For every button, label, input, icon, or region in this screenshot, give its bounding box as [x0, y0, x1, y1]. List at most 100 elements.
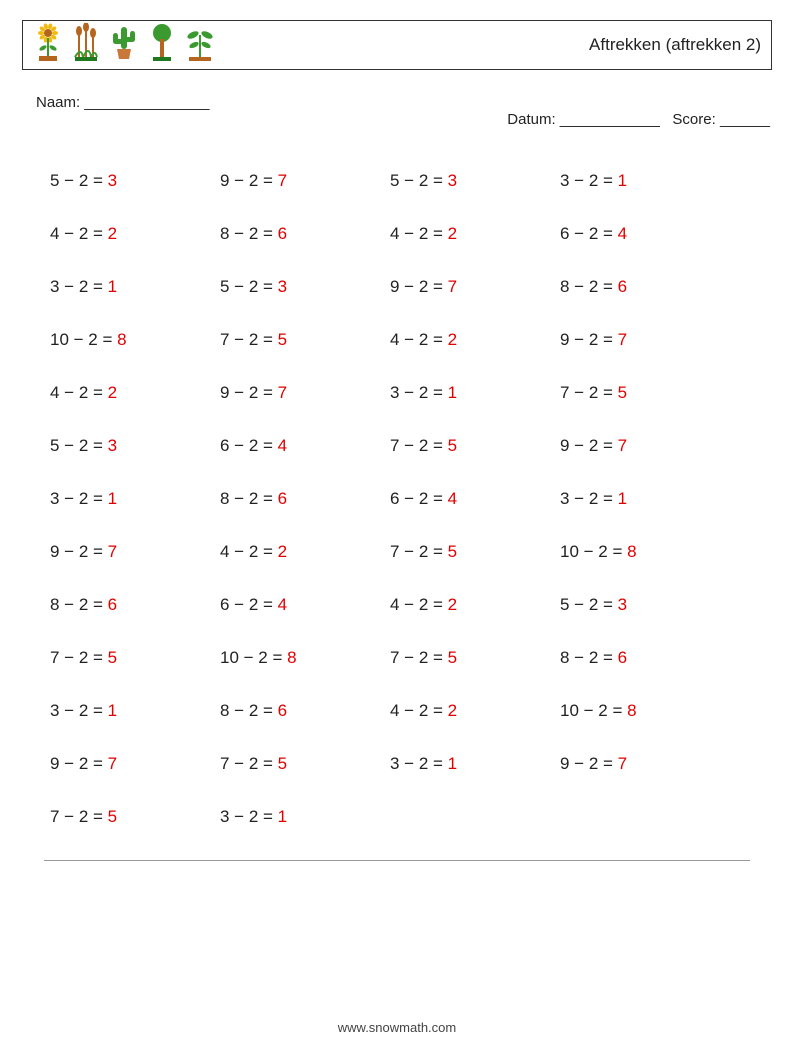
- problem-row: 5 − 2 = 39 − 2 = 75 − 2 = 33 − 2 = 1: [50, 171, 772, 191]
- problem-cell: 3 − 2 = 1: [560, 171, 730, 191]
- cactus-icon: [109, 23, 139, 67]
- problem-answer: 7: [618, 436, 627, 455]
- problem-answer: 2: [448, 330, 457, 349]
- date-field-label: Datum: ____________: [507, 111, 660, 128]
- problem-answer: 5: [108, 648, 117, 667]
- problem-answer: 5: [278, 754, 287, 773]
- problem-cell: 3 − 2 = 1: [50, 489, 220, 509]
- problem-expression: 3 − 2 =: [50, 701, 108, 720]
- plant-icon-row: [33, 23, 215, 67]
- problem-expression: 9 − 2 =: [390, 277, 448, 296]
- problem-expression: 8 − 2 =: [560, 277, 618, 296]
- problem-cell: 9 − 2 = 7: [390, 277, 560, 297]
- problem-expression: 8 − 2 =: [50, 595, 108, 614]
- problem-cell: 7 − 2 = 5: [50, 807, 220, 827]
- problem-cell: 7 − 2 = 5: [50, 648, 220, 668]
- problem-cell: 5 − 2 = 3: [50, 436, 220, 456]
- problem-expression: 4 − 2 =: [50, 224, 108, 243]
- problem-cell: 5 − 2 = 3: [390, 171, 560, 191]
- problem-cell: 4 − 2 = 2: [390, 224, 560, 244]
- problem-answer: 1: [108, 489, 117, 508]
- problem-cell: 9 − 2 = 7: [220, 171, 390, 191]
- problem-answer: 8: [117, 330, 126, 349]
- problem-expression: 10 − 2 =: [50, 330, 117, 349]
- problem-row: 3 − 2 = 15 − 2 = 39 − 2 = 78 − 2 = 6: [50, 277, 772, 297]
- problem-expression: 5 − 2 =: [50, 171, 108, 190]
- problem-answer: 7: [108, 754, 117, 773]
- problem-expression: 3 − 2 =: [560, 489, 618, 508]
- problem-row: 9 − 2 = 74 − 2 = 27 − 2 = 510 − 2 = 8: [50, 542, 772, 562]
- problem-cell: 8 − 2 = 6: [220, 224, 390, 244]
- problem-cell: 3 − 2 = 1: [50, 701, 220, 721]
- problem-cell: 7 − 2 = 5: [390, 436, 560, 456]
- problem-cell: 7 − 2 = 5: [390, 542, 560, 562]
- problem-expression: 8 − 2 =: [220, 224, 278, 243]
- problem-answer: 2: [448, 595, 457, 614]
- problem-cell: 9 − 2 = 7: [560, 330, 730, 350]
- problem-expression: 3 − 2 =: [390, 754, 448, 773]
- problem-answer: 4: [278, 436, 287, 455]
- problem-cell: 7 − 2 = 5: [560, 383, 730, 403]
- problem-expression: 7 − 2 =: [390, 648, 448, 667]
- problem-answer: 7: [618, 754, 627, 773]
- name-field-label: Naam: _______________: [36, 94, 482, 145]
- problem-answer: 7: [278, 171, 287, 190]
- problem-answer: 1: [448, 383, 457, 402]
- problem-row: 5 − 2 = 36 − 2 = 47 − 2 = 59 − 2 = 7: [50, 436, 772, 456]
- problem-cell: 6 − 2 = 4: [220, 595, 390, 615]
- meta-row: Naam: _______________ Datum: ___________…: [22, 94, 772, 145]
- problem-cell: 8 − 2 = 6: [560, 277, 730, 297]
- problem-expression: 3 − 2 =: [390, 383, 448, 402]
- problem-expression: 7 − 2 =: [390, 436, 448, 455]
- problem-answer: 7: [108, 542, 117, 561]
- problem-cell: 6 − 2 = 4: [390, 489, 560, 509]
- problem-cell: 5 − 2 = 3: [220, 277, 390, 297]
- problem-expression: 6 − 2 =: [220, 595, 278, 614]
- problem-row: 3 − 2 = 18 − 2 = 64 − 2 = 210 − 2 = 8: [50, 701, 772, 721]
- problem-row: 7 − 2 = 53 − 2 = 1: [50, 807, 772, 827]
- problem-expression: 10 − 2 =: [560, 542, 627, 561]
- problem-answer: 1: [278, 807, 287, 826]
- problem-answer: 4: [448, 489, 457, 508]
- problem-expression: 7 − 2 =: [220, 754, 278, 773]
- problem-cell: 4 − 2 = 2: [390, 701, 560, 721]
- problem-answer: 5: [278, 330, 287, 349]
- problem-answer: 6: [108, 595, 117, 614]
- problem-row: 8 − 2 = 6 6 − 2 = 44 − 2 = 25 − 2 = 3: [50, 595, 772, 615]
- problem-expression: 4 − 2 =: [390, 701, 448, 720]
- problem-expression: 9 − 2 =: [560, 330, 618, 349]
- problem-row: 3 − 2 = 18 − 2 = 66 − 2 = 43 − 2 = 1: [50, 489, 772, 509]
- problem-cell: 10 − 2 = 8: [560, 542, 730, 562]
- problem-cell: 6 − 2 = 4: [560, 224, 730, 244]
- score-field-label: Score: ______: [672, 111, 770, 128]
- problem-cell: 9 − 2 = 7: [50, 754, 220, 774]
- problem-answer: 7: [278, 383, 287, 402]
- problem-row: 7 − 2 = 510 − 2 = 87 − 2 = 58 − 2 = 6: [50, 648, 772, 668]
- problem-answer: 6: [618, 277, 627, 296]
- problem-expression: 3 − 2 =: [560, 171, 618, 190]
- problem-expression: 9 − 2 =: [220, 171, 278, 190]
- problem-cell: 5 − 2 = 3: [560, 595, 730, 615]
- problem-answer: 4: [618, 224, 627, 243]
- problem-cell: 4 − 2 = 2: [390, 595, 560, 615]
- problem-cell: 4 − 2 = 2: [220, 542, 390, 562]
- problem-cell: 10 − 2 = 8: [50, 330, 220, 350]
- problem-cell: 9 − 2 = 7: [560, 754, 730, 774]
- problem-answer: 2: [278, 542, 287, 561]
- problem-answer: 7: [618, 330, 627, 349]
- problem-answer: 2: [448, 224, 457, 243]
- problem-answer: 5: [618, 383, 627, 402]
- problem-expression: 6 − 2 =: [560, 224, 618, 243]
- problem-row: 4 − 2 = 29 − 2 = 73 − 2 = 1 7 − 2 = 5: [50, 383, 772, 403]
- problem-expression: 7 − 2 =: [50, 648, 108, 667]
- problem-answer: 7: [448, 277, 457, 296]
- problem-answer: 6: [618, 648, 627, 667]
- problem-cell: 4 − 2 = 2: [50, 383, 220, 403]
- problem-answer: 5: [108, 807, 117, 826]
- problem-cell: 9 − 2 = 7: [50, 542, 220, 562]
- problem-cell: 8 − 2 = 6: [220, 489, 390, 509]
- problem-answer: 5: [448, 542, 457, 561]
- problem-answer: 2: [108, 224, 117, 243]
- problem-expression: 4 − 2 =: [390, 224, 448, 243]
- problem-cell: 9 − 2 = 7: [220, 383, 390, 403]
